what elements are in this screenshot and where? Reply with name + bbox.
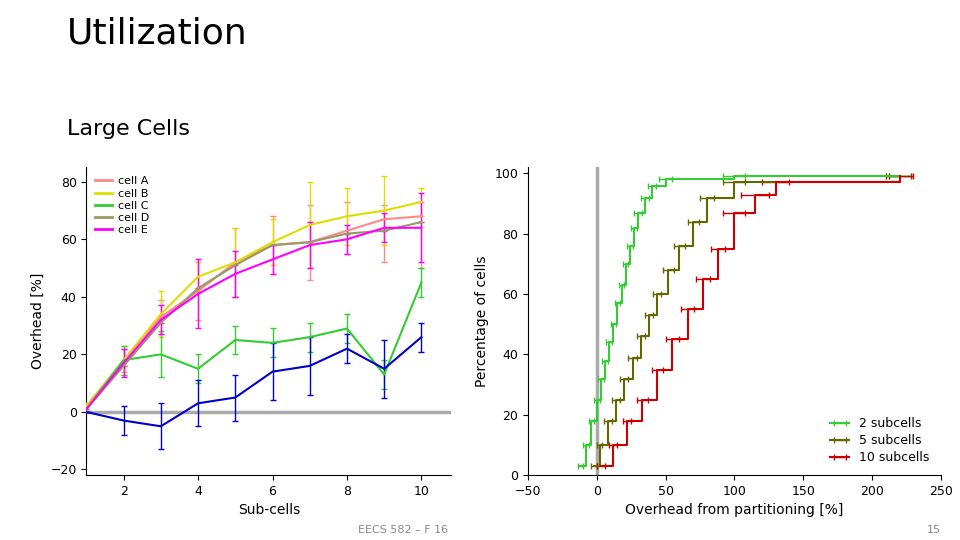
Text: Utilization: Utilization (67, 16, 248, 50)
X-axis label: Overhead from partitioning [%]: Overhead from partitioning [%] (625, 503, 844, 517)
Y-axis label: Overhead [%]: Overhead [%] (31, 273, 45, 369)
Text: Large Cells: Large Cells (67, 119, 190, 139)
Text: 15: 15 (926, 524, 941, 535)
X-axis label: Sub-cells: Sub-cells (238, 503, 300, 517)
Text: EECS 582 – F 16: EECS 582 – F 16 (358, 524, 448, 535)
Legend: 2 subcells, 5 subcells, 10 subcells: 2 subcells, 5 subcells, 10 subcells (826, 413, 934, 469)
Legend: cell A, cell B, cell C, cell D, cell E: cell A, cell B, cell C, cell D, cell E (92, 173, 152, 239)
Y-axis label: Percentage of cells: Percentage of cells (475, 255, 489, 387)
